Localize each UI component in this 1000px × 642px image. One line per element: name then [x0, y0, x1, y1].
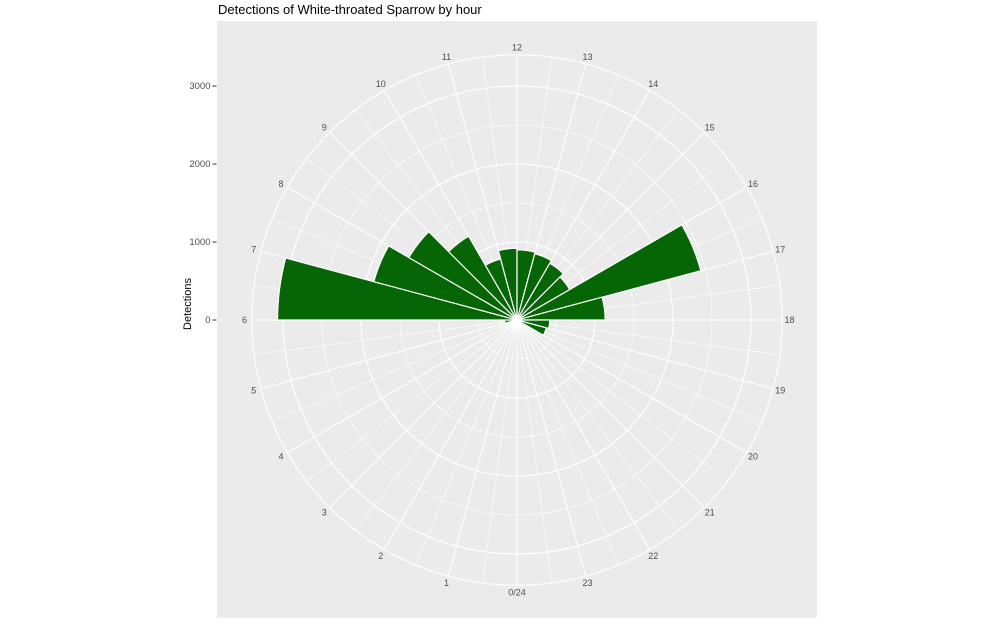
grid-spoke-halfhour	[517, 321, 619, 566]
grid-spoke-halfhour	[517, 321, 679, 531]
grid-spoke-halfhour	[518, 320, 728, 482]
hour-label-4: 4	[279, 451, 284, 461]
hour-label-19: 19	[775, 386, 785, 396]
grid-spoke-halfhour	[518, 319, 780, 355]
hour-labels: 0/24123456789101112131415161718192021222…	[242, 43, 795, 598]
hour-label-10: 10	[376, 79, 386, 89]
hour-label-20: 20	[748, 451, 758, 461]
grid-spoke-halfhour	[271, 320, 516, 422]
grid-spoke-halfhour	[482, 321, 518, 583]
radial-tick-label: 3000	[189, 81, 210, 92]
radial-tick-label: 0	[205, 315, 210, 326]
hour-label-21: 21	[705, 508, 715, 518]
hour-label-12: 12	[512, 43, 522, 53]
hour-label-22: 22	[648, 551, 658, 561]
grid-spoke-hour	[383, 321, 517, 550]
grid-spoke-hour	[518, 320, 774, 390]
radial-tick-label: 2000	[189, 159, 210, 170]
grid-spoke-hour	[518, 320, 747, 454]
hour-label-13: 13	[583, 52, 593, 62]
grid-spoke-halfhour	[516, 321, 552, 583]
grid-spoke-halfhour	[355, 321, 517, 531]
hour-label-7: 7	[251, 244, 256, 254]
grid-spoke-halfhour	[254, 319, 516, 355]
hour-label-2: 2	[378, 551, 383, 561]
grid-spoke-hour	[447, 321, 517, 577]
grid-spoke-hour	[517, 321, 587, 577]
chart-title: Detections of White-throated Sparrow by …	[218, 2, 482, 17]
hour-label-16: 16	[748, 179, 758, 189]
hour-label-3: 3	[322, 508, 327, 518]
hour-label-14: 14	[648, 79, 658, 89]
grid-spoke-hour	[329, 321, 516, 508]
hour-label-8: 8	[279, 179, 284, 189]
grid-spoke-hour	[518, 321, 705, 508]
hour-label-0: 0/24	[508, 588, 526, 598]
radial-tick-label: 1000	[189, 237, 210, 248]
grid-spoke-halfhour	[306, 320, 516, 482]
hour-label-15: 15	[705, 122, 715, 132]
hour-label-5: 5	[251, 386, 256, 396]
hour-label-23: 23	[583, 578, 593, 588]
grid-spoke-halfhour	[415, 321, 517, 566]
grid-spoke-hour	[260, 320, 516, 390]
center-point	[514, 317, 520, 323]
hour-label-1: 1	[444, 578, 449, 588]
grid-spoke-hour	[287, 320, 516, 454]
hour-label-17: 17	[775, 244, 785, 254]
grid-spoke-hour	[517, 321, 651, 550]
grid-spoke-halfhour	[518, 320, 763, 422]
hour-label-18: 18	[784, 315, 794, 325]
hour-label-6: 6	[242, 315, 247, 325]
hour-label-11: 11	[442, 52, 451, 62]
hour-label-9: 9	[322, 122, 327, 132]
radial-tick-labels: 0 1000 2000 3000	[189, 81, 217, 326]
